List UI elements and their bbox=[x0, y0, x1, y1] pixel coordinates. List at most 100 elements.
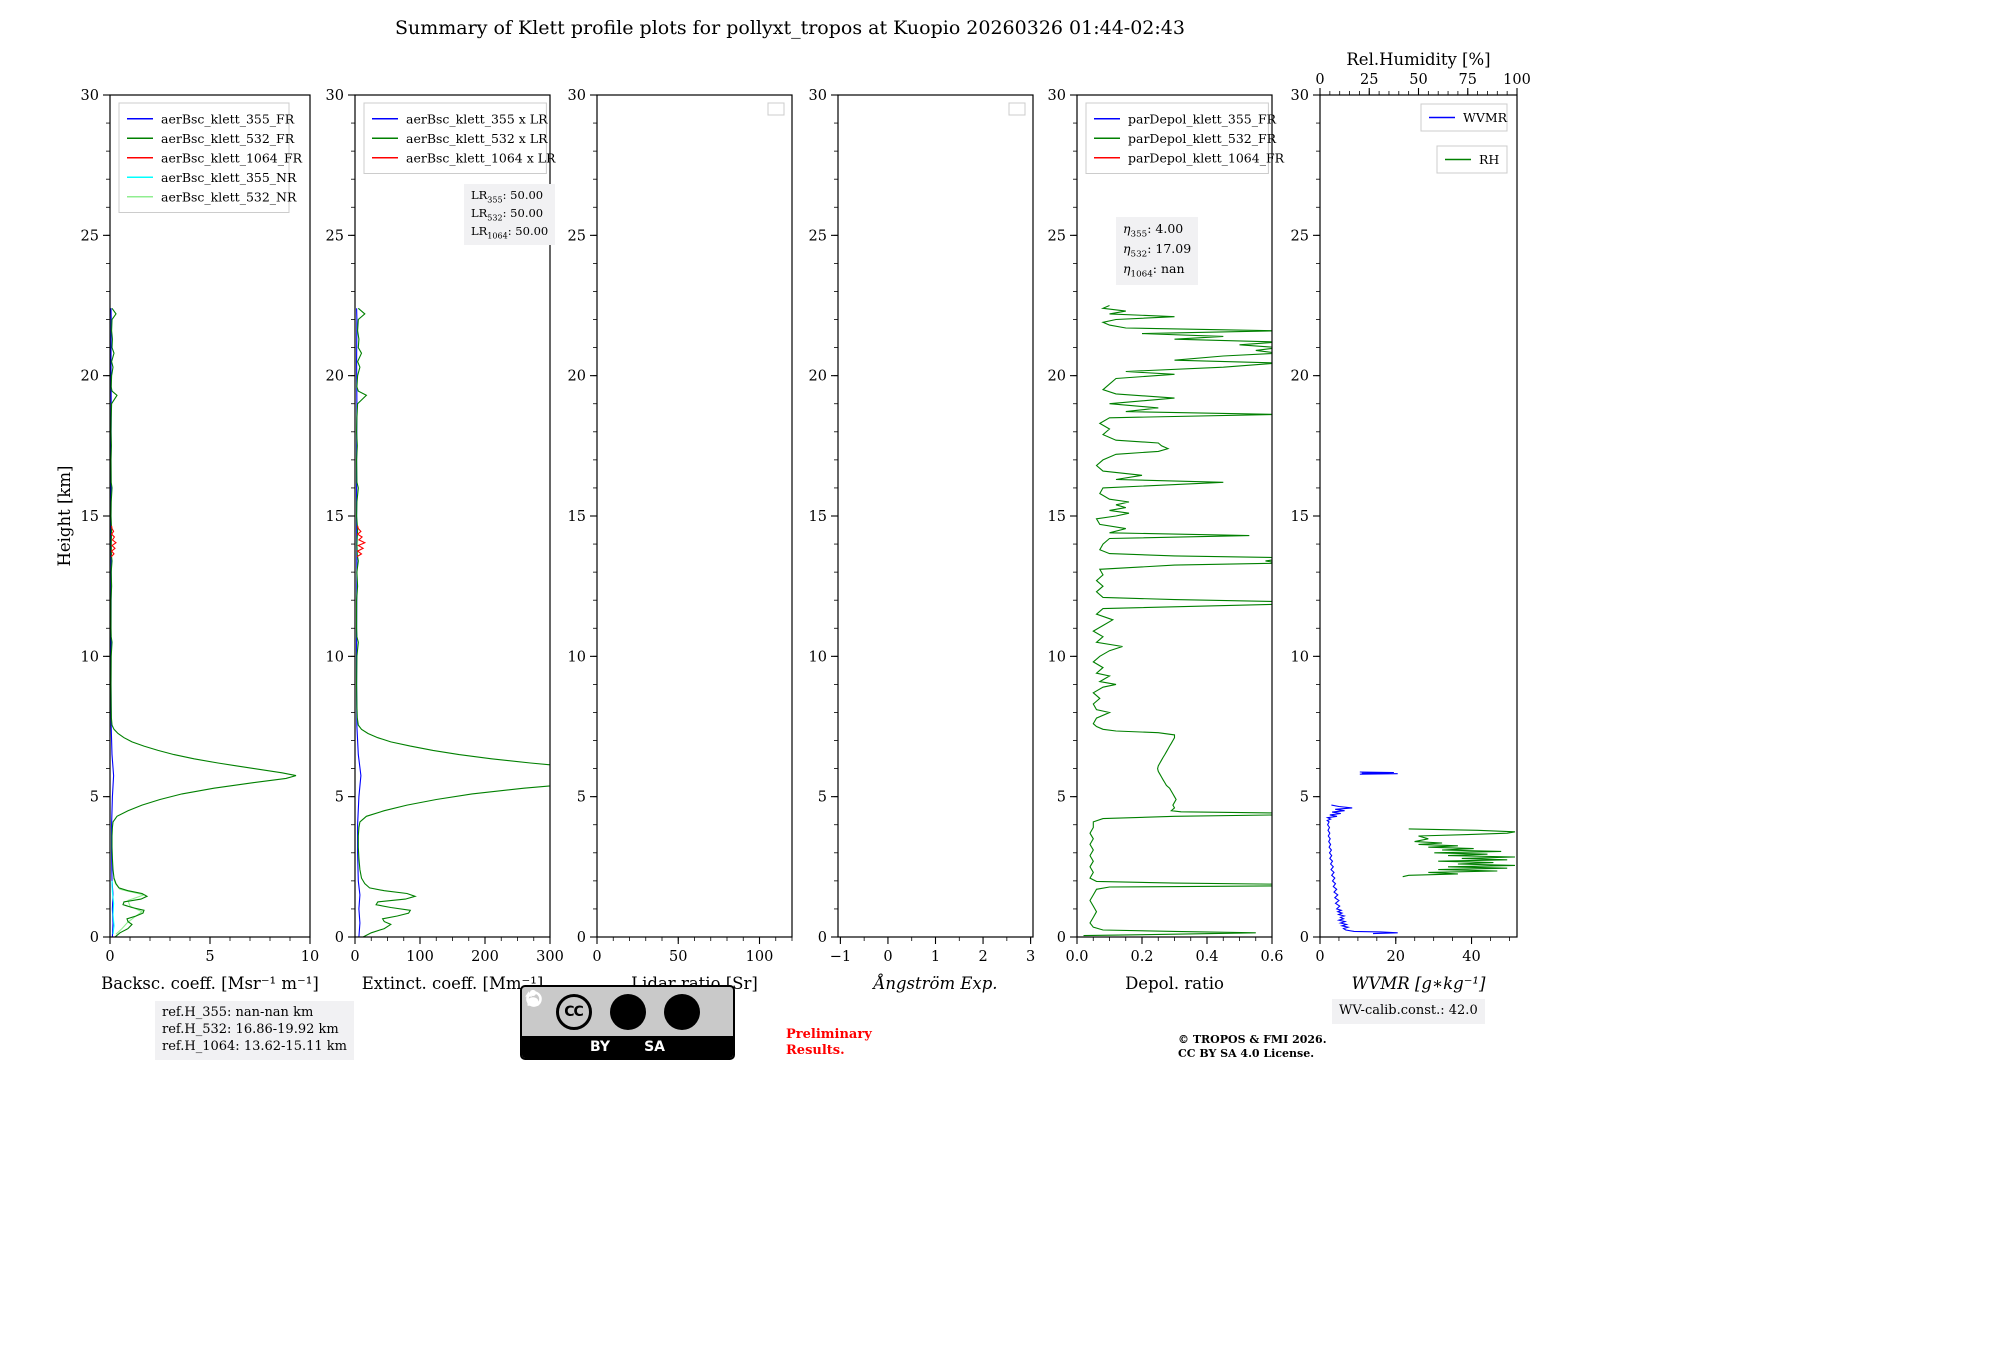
x-tick-label: 0 bbox=[105, 949, 114, 965]
y-tick-label: 10 bbox=[568, 649, 586, 665]
series-WVMR-upper-segment bbox=[1359, 771, 1398, 775]
panel-extinction: 0 100 200 300 0 5 10 15 20 25 30 Extinct. coeff. [M… bbox=[326, 88, 564, 993]
lr-annotation: LR355: 50.00 LR532: 50.00 LR1064: 50.00 bbox=[464, 184, 556, 246]
y-tick-label: 15 bbox=[568, 509, 586, 525]
x-tick-label: 200 bbox=[471, 949, 499, 965]
x-tick-label: 0 bbox=[350, 949, 359, 965]
y-tick-label: 20 bbox=[809, 369, 827, 385]
x-axis-label: Extinct. coeff. [Mm⁻¹] bbox=[362, 974, 544, 993]
y-tick-label: 5 bbox=[577, 790, 586, 806]
legend-label: aerBsc_klett_1064 x LR bbox=[406, 150, 556, 165]
legend-label: WVMR bbox=[1463, 110, 1508, 125]
x-axis-label: WVMR [g∗kg⁻¹] bbox=[1352, 974, 1487, 993]
x-tick-label: 0.0 bbox=[1065, 949, 1088, 965]
eta-annotation: η355: 4.00 η532: 17.09 η1064: nan bbox=[1116, 217, 1199, 285]
legend-empty bbox=[1008, 102, 1026, 116]
x-axis-ticks: 0 100 200 300 bbox=[350, 937, 564, 965]
copyright-note: © TROPOS & FMI 2026. CC BY SA 4.0 Licens… bbox=[1178, 1033, 1327, 1061]
legend-label: aerBsc_klett_355 x LR bbox=[406, 111, 548, 126]
x-tick-label: 0 bbox=[883, 949, 892, 965]
y-tick-label: 5 bbox=[335, 790, 344, 806]
x-tick-label: 2 bbox=[978, 949, 987, 965]
panel-depol-ratio: 0.0 0.2 0.4 0.6 0 5 10 15 20 25 30 Depol. ratio parD… bbox=[1048, 88, 1285, 993]
x-tick-label: 0.2 bbox=[1130, 949, 1153, 965]
y-axis-ticks: 0 5 10 15 20 25 30 bbox=[1048, 88, 1077, 946]
legend-label: aerBsc_klett_532 x LR bbox=[406, 131, 548, 146]
top-axis-ticks: 0 25 50 75 100 Rel.Humidity [%] bbox=[1315, 50, 1531, 95]
axes-frame bbox=[837, 94, 1034, 938]
y-tick-label: 30 bbox=[81, 88, 99, 104]
axes-frame bbox=[596, 94, 793, 938]
legend-label: parDepol_klett_532_FR bbox=[1128, 131, 1277, 146]
x-tick-label: −1 bbox=[830, 949, 851, 965]
cc-bar: BY SA bbox=[522, 1036, 733, 1058]
cc-icons-row: CC bbox=[522, 987, 733, 1036]
x-axis-ticks: 0 5 10 bbox=[105, 937, 319, 965]
legend-label: RH bbox=[1479, 152, 1499, 167]
x-tick-label: 100 bbox=[746, 949, 774, 965]
series-group bbox=[110, 307, 297, 937]
y-tick-label: 0 bbox=[1300, 930, 1309, 946]
y-tick-label: 10 bbox=[326, 649, 344, 665]
legend-label: aerBsc_klett_532_FR bbox=[161, 131, 295, 146]
x-tick-label: 0.6 bbox=[1260, 949, 1283, 965]
y-axis-ticks: 0 5 10 15 20 25 30 bbox=[568, 88, 597, 946]
y-tick-label: 10 bbox=[1048, 649, 1066, 665]
y-tick-label: 0 bbox=[335, 930, 344, 946]
series-WVMR bbox=[1325, 804, 1398, 935]
legend-label: parDepol_klett_355_FR bbox=[1128, 111, 1277, 126]
series-group bbox=[1083, 304, 1272, 937]
y-tick-label: 30 bbox=[1048, 88, 1066, 104]
cc-sa-label: SA bbox=[644, 1039, 665, 1055]
y-axis-label: Height [km] bbox=[55, 465, 74, 566]
series-group bbox=[1325, 771, 1516, 935]
x-tick-label: 40 bbox=[1462, 949, 1480, 965]
legend-label: aerBsc_klett_355_FR bbox=[161, 111, 295, 126]
y-tick-label: 0 bbox=[1057, 930, 1066, 946]
circular-arrow-icon bbox=[525, 991, 542, 1007]
y-tick-label: 15 bbox=[809, 509, 827, 525]
figure-title: Summary of Klett profile plots for polly… bbox=[395, 17, 1185, 39]
y-tick-label: 25 bbox=[1291, 228, 1309, 244]
y-axis-ticks: 0 5 10 15 20 25 30 bbox=[809, 88, 838, 946]
legend-label: parDepol_klett_1064_FR bbox=[1128, 150, 1285, 165]
y-tick-label: 20 bbox=[81, 369, 99, 385]
cc-logo-text: CC bbox=[564, 1003, 584, 1020]
x-tick-label: 300 bbox=[536, 949, 564, 965]
reference-height-annotation: ref.H_355: nan-nan km ref.H_532: 16.86-19… bbox=[155, 1001, 354, 1060]
y-axis-ticks: 0 5 10 15 20 25 30 bbox=[81, 88, 110, 946]
x-axis-label: Backsc. coeff. [Msr⁻¹ m⁻¹] bbox=[101, 974, 319, 993]
y-tick-label: 25 bbox=[568, 228, 586, 244]
top-tick-label: 75 bbox=[1459, 72, 1477, 88]
x-axis-ticks: 0 20 40 bbox=[1315, 937, 1510, 965]
y-tick-label: 30 bbox=[1291, 88, 1309, 104]
series-aerBsc_klett_355_NR bbox=[111, 880, 115, 935]
x-tick-label: 5 bbox=[205, 949, 214, 965]
legend-empty bbox=[767, 102, 785, 116]
y-tick-label: 15 bbox=[81, 509, 99, 525]
y-tick-label: 30 bbox=[326, 88, 344, 104]
x-tick-label: 0.4 bbox=[1195, 949, 1218, 965]
y-tick-label: 10 bbox=[81, 649, 99, 665]
axes-frame bbox=[109, 94, 311, 938]
legend-label: aerBsc_klett_355_NR bbox=[161, 170, 297, 185]
series-aerBsc_klett_1064_FR bbox=[110, 525, 117, 558]
x-tick-label: 1 bbox=[931, 949, 940, 965]
x-tick-label: 100 bbox=[406, 949, 434, 965]
y-tick-label: 10 bbox=[1291, 649, 1309, 665]
top-tick-label: 100 bbox=[1503, 72, 1531, 88]
x-axis-label: Depol. ratio bbox=[1125, 974, 1224, 993]
x-tick-label: 0 bbox=[592, 949, 601, 965]
y-tick-label: 10 bbox=[809, 649, 827, 665]
top-tick-label: 25 bbox=[1360, 72, 1378, 88]
y-tick-label: 15 bbox=[326, 509, 344, 525]
y-tick-label: 20 bbox=[326, 369, 344, 385]
y-tick-label: 30 bbox=[568, 88, 586, 104]
y-tick-label: 20 bbox=[1291, 369, 1309, 385]
y-tick-label: 25 bbox=[809, 228, 827, 244]
x-axis-ticks: 0 50 100 bbox=[592, 937, 793, 965]
